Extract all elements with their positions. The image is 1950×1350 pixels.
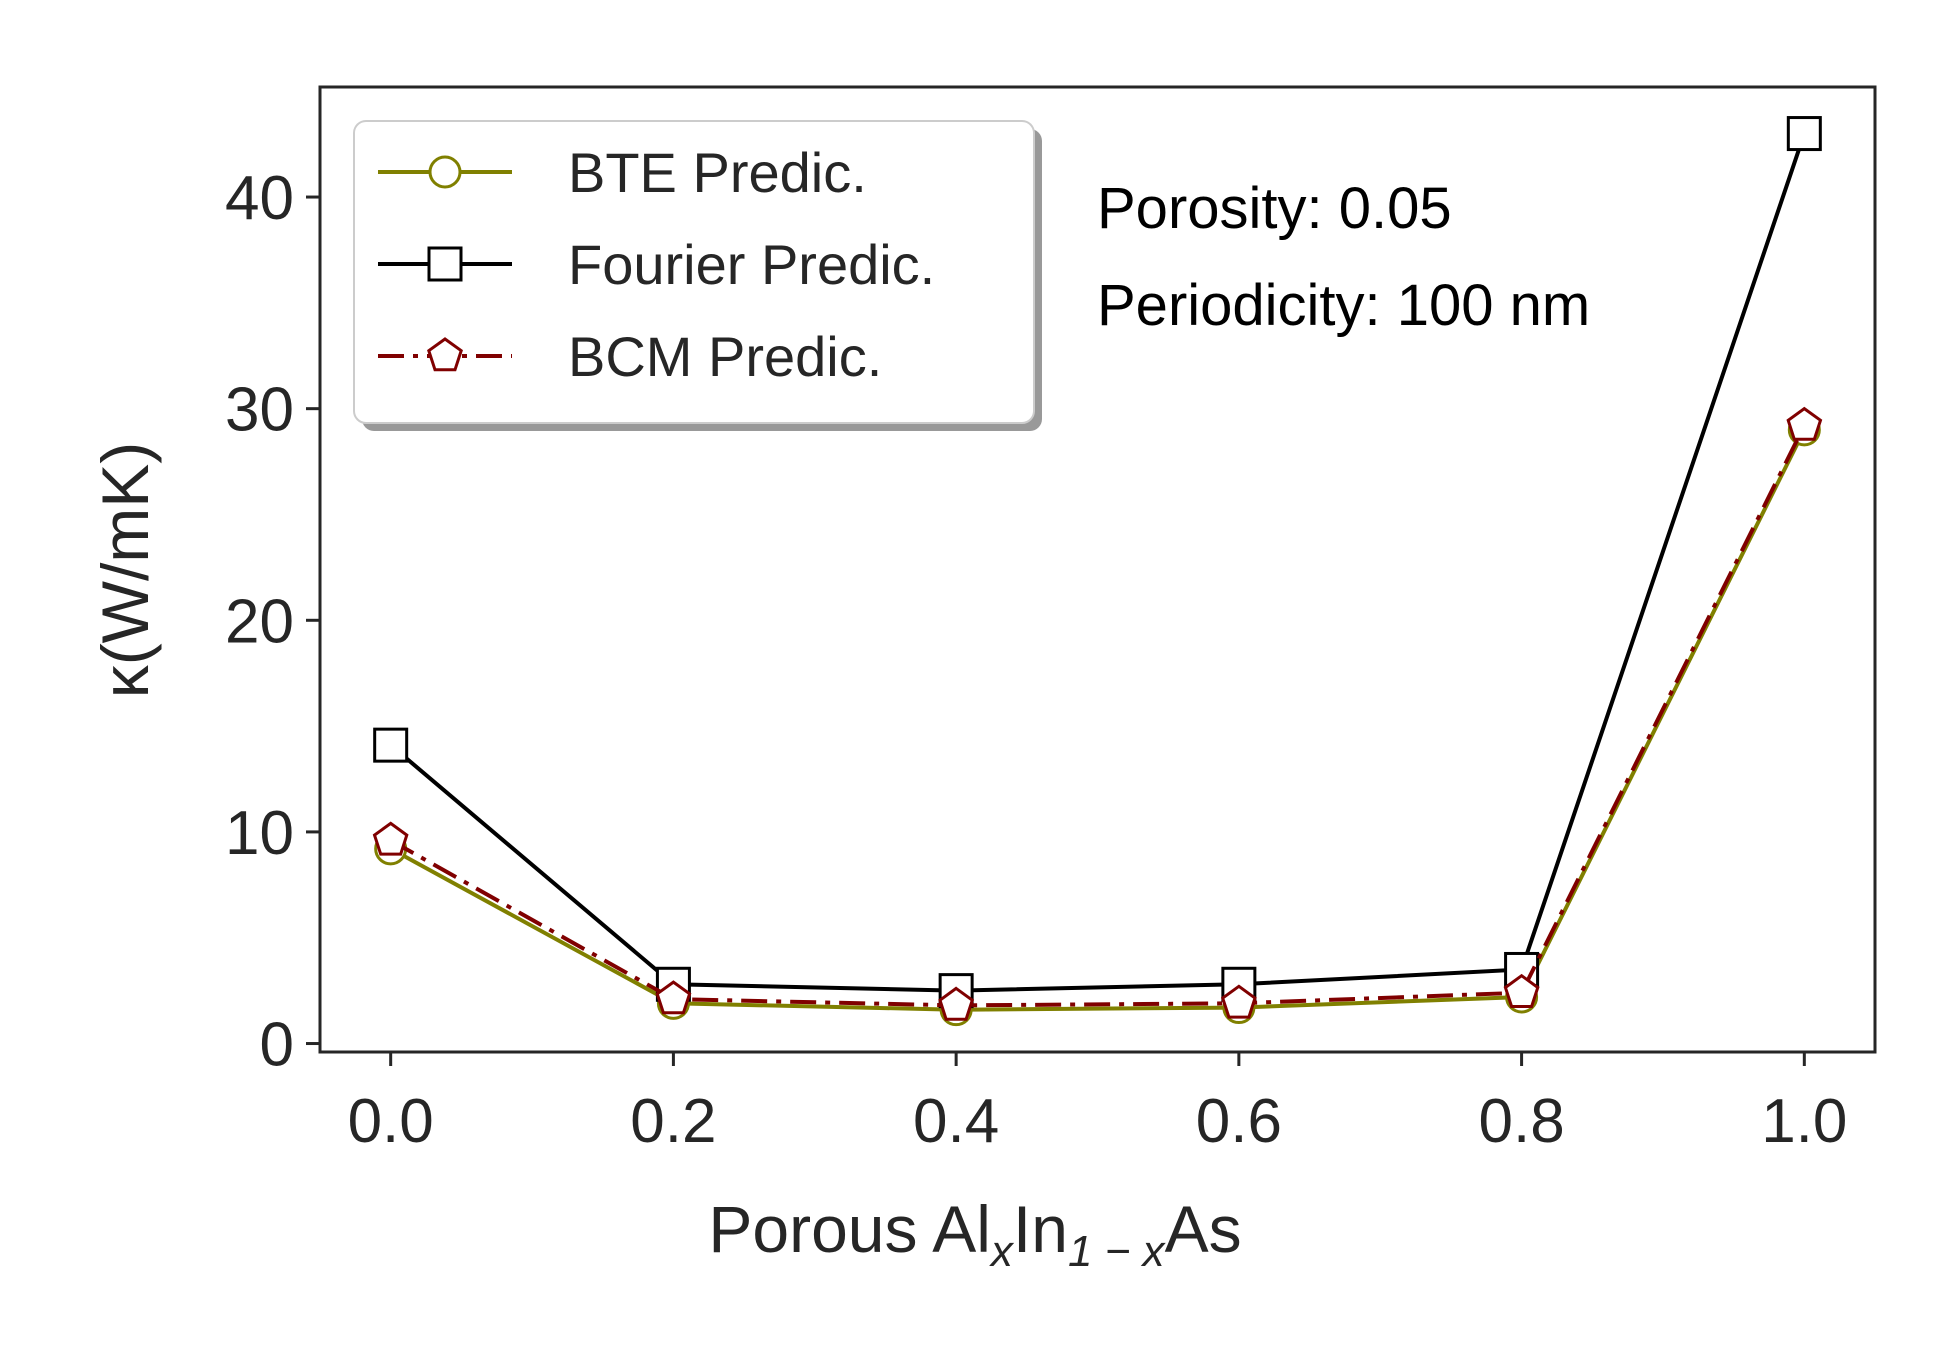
legend-entry-0: BTE Predic. [378,141,867,204]
data-point-1-0 [373,727,409,763]
legend-entry-1: Fourier Predic. [378,233,935,296]
y-tick-label-0: 0 [260,1011,294,1080]
x-tick-label-0: 0.0 [348,1087,434,1156]
plot-frame [318,85,1877,1054]
x-label-sub-2: 1 − x [1068,1227,1167,1276]
series-2 [372,406,1823,1021]
x-axis: 0.0 0.2 0.4 0.6 0.8 1.0 [348,1052,1847,1156]
x-tick-label-2: 0.4 [913,1087,999,1156]
legend-items: BTE Predic. Fourier Predic. BCM Predic. [378,141,935,388]
data-point-1-5 [1786,116,1822,152]
x-label-part-2: In [1013,1192,1068,1266]
data-point-2-3 [1220,984,1257,1019]
data-point-2-5 [1786,406,1823,441]
data-point-2-1 [655,980,692,1015]
annotation-porosity: Porosity: 0.05 [1097,176,1452,241]
legend-box [353,120,1035,424]
legend-entry-2: BCM Predic. [378,325,882,388]
annotation-periodicity: Periodicity: 100 nm [1097,273,1590,338]
x-axis-label: Porous AlxIn1 − xAs [708,1192,1241,1276]
legend-marker-1 [427,246,463,282]
legend-marker-0 [428,155,462,189]
legend-marker-2 [427,337,463,372]
x-tick-label-4: 0.8 [1478,1087,1564,1156]
x-label-part-1: Porous Al [708,1192,991,1266]
data-point-2-0 [372,821,409,856]
y-tick-label-4: 40 [225,164,294,233]
data-point-2-2 [938,986,975,1021]
y-axis-label: κ(W/mK) [88,442,162,699]
x-label-sub-1: x [989,1227,1015,1276]
legend-label-0: BTE Predic. [568,141,867,204]
data-point-2-4 [1503,973,1540,1008]
x-tick-label-1: 0.2 [630,1087,716,1156]
y-tick-label-1: 10 [225,799,294,868]
legend-label-1: Fourier Predic. [568,233,935,296]
y-tick-label-3: 30 [225,376,294,445]
y-tick-label-2: 20 [225,587,294,656]
series-line-2 [389,424,1807,1008]
legend-label-2: BCM Predic. [568,325,882,388]
series-line-1 [389,132,1807,993]
series-0 [374,413,1821,1027]
legend: BTE Predic. Fourier Predic. BCM Predic. [353,120,1042,431]
x-label-part-3: As [1165,1192,1242,1266]
x-tick-label-5: 1.0 [1761,1087,1847,1156]
y-axis: 0 10 20 30 40 [225,164,320,1080]
x-tick-label-3: 0.6 [1196,1087,1282,1156]
series-layer [372,116,1823,1027]
